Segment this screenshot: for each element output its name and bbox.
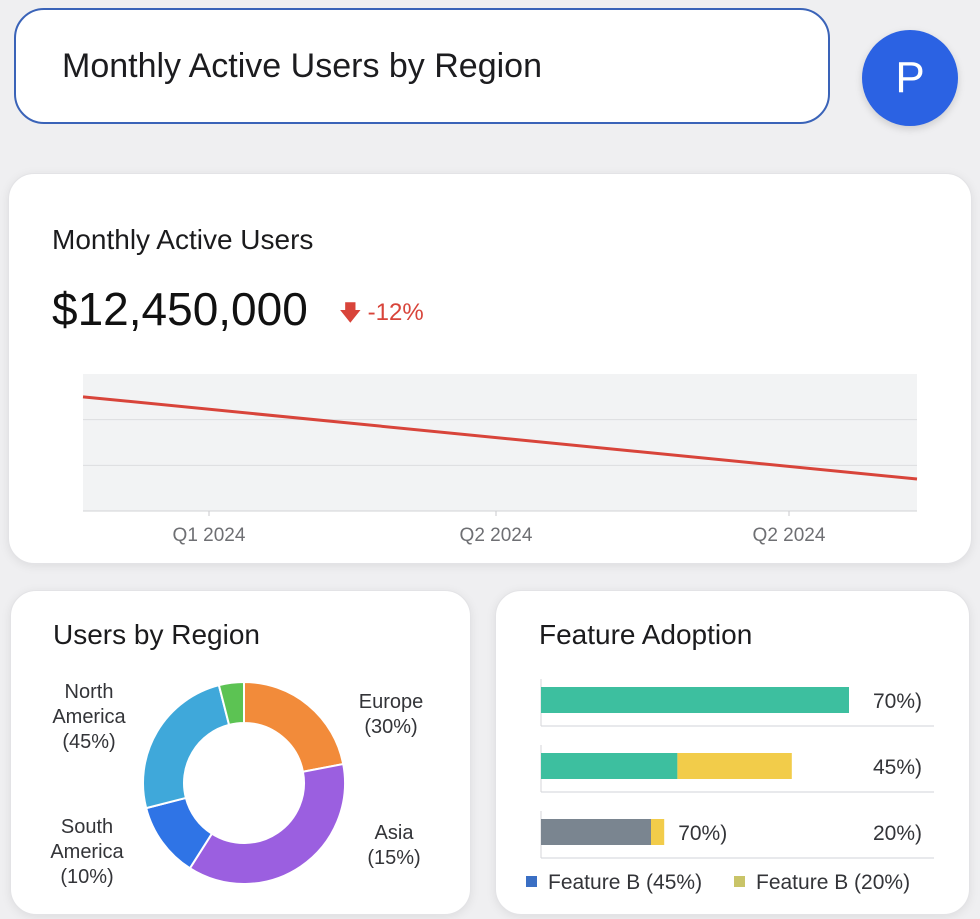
slice-label-line: North — [65, 681, 114, 703]
slice-label: Europe (30%) — [359, 691, 424, 738]
x-tick-label: Q1 2024 — [173, 525, 246, 546]
legend-swatch — [526, 876, 537, 887]
bar-segment — [677, 753, 792, 779]
slice-label: North America (45%) — [52, 681, 126, 753]
bar-segment — [541, 753, 678, 779]
slice-label-line: South — [61, 816, 113, 838]
mau-line-chart: Q1 2024 Q2 2024 Q2 2024 — [82, 374, 918, 546]
bar-inline-label: 70%) — [678, 822, 727, 845]
slice-label-line: (15%) — [367, 847, 420, 869]
feature-card-title: Feature Adoption — [539, 619, 753, 650]
search-input[interactable]: Monthly Active Users by Region — [14, 8, 830, 124]
donut-slice — [188, 762, 346, 885]
slice-label-line: (45%) — [62, 731, 115, 753]
legend-label: Feature B (20%) — [756, 871, 910, 894]
legend-swatch — [734, 876, 745, 887]
plot-area — [83, 374, 917, 511]
arrow-down-icon: 🡇 — [339, 300, 362, 325]
region-card-title: Users by Region — [53, 619, 260, 650]
mau-card: Monthly Active Users $12,450,000 🡇 -12% Q… — [8, 173, 972, 564]
slice-label-line: (30%) — [364, 716, 417, 738]
feature-card: Feature Adoption 70%) 45%) 70%) 20%) Feature… — [495, 590, 970, 915]
slice-label-line: America — [52, 706, 126, 728]
avatar[interactable]: P — [862, 30, 958, 126]
mau-change-value: -12% — [367, 299, 424, 326]
donut-slice — [243, 680, 345, 773]
slice-label-line: America — [50, 841, 124, 863]
mau-value: $12,450,000 — [52, 283, 308, 335]
donut-slice — [217, 680, 245, 727]
search-input-value: Monthly Active Users by Region — [62, 46, 542, 85]
bar-value-label: 45%) — [873, 756, 922, 779]
legend-label: Feature B (45%) — [548, 871, 702, 894]
x-tick-label: Q2 2024 — [753, 525, 826, 546]
slice-label: South America (10%) — [50, 816, 124, 888]
bar-value-label: 20%) — [873, 822, 922, 845]
bar-segment — [541, 687, 849, 713]
slice-label-line: Asia — [375, 822, 415, 844]
bar-segment — [651, 819, 665, 845]
mau-card-title: Monthly Active Users — [52, 224, 314, 255]
bar-segment — [541, 819, 651, 845]
slice-label-line: (10%) — [60, 866, 113, 888]
avatar-letter: P — [895, 53, 925, 102]
region-donut-chart: Europe (30%) Asia (15%) South America (10%) Nor… — [50, 680, 424, 888]
donut-slice — [142, 683, 231, 810]
region-card: Users by Region Europe (30%) Asia (15%) Sout… — [10, 590, 471, 915]
mau-change: 🡇 -12% — [339, 296, 424, 334]
feature-bar-chart: 70%) 45%) 70%) 20%) Feature B (45%) Feature B… — [526, 679, 934, 894]
slice-label-line: Europe — [359, 691, 424, 713]
x-tick-label: Q2 2024 — [460, 525, 533, 546]
slice-label: Asia (15%) — [367, 822, 420, 869]
bar-value-label: 70%) — [873, 690, 922, 713]
series-line — [82, 395, 918, 481]
